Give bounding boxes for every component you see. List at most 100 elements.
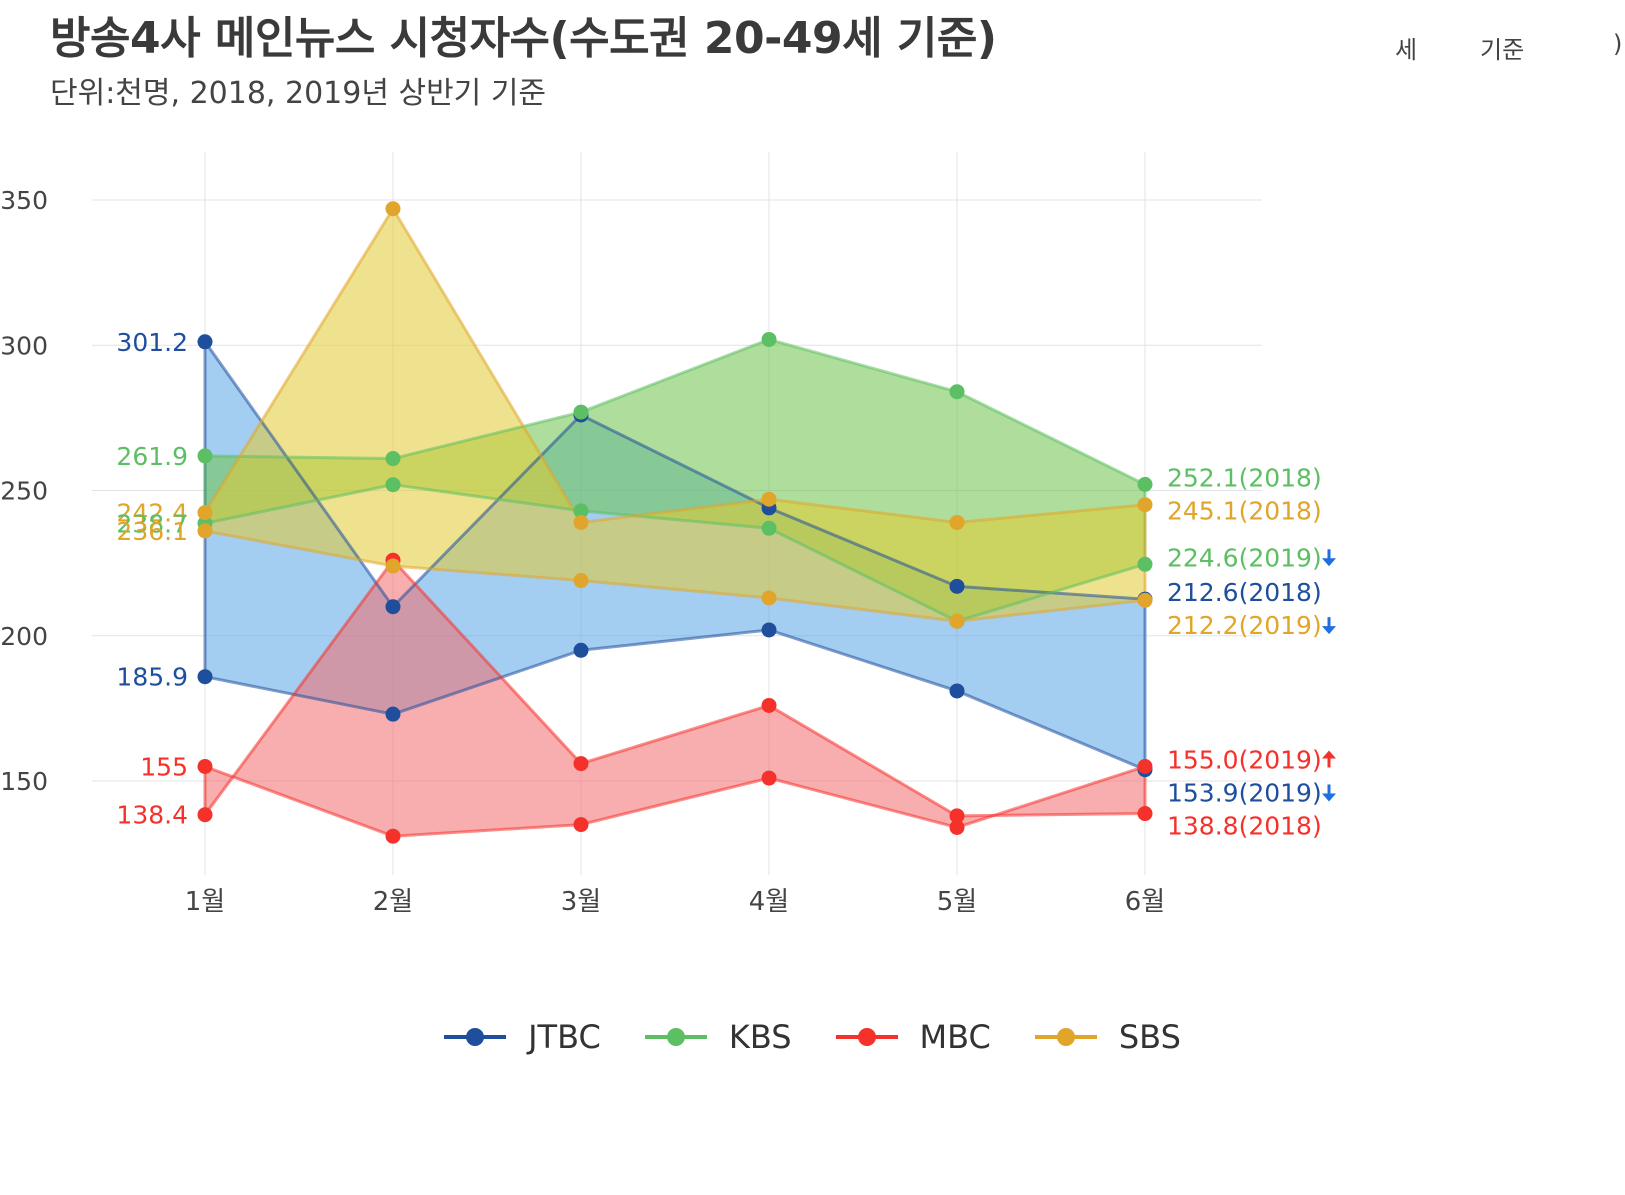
title-artifact-3: ) — [1613, 30, 1623, 58]
point-kbs — [573, 404, 589, 420]
point-mbc — [949, 819, 965, 835]
legend-swatch — [835, 1027, 898, 1047]
legend-label: JTBC — [528, 1018, 601, 1056]
legend-label: KBS — [728, 1018, 792, 1056]
point-sbs — [197, 505, 213, 521]
point-kbs — [385, 477, 401, 493]
point-mbc — [197, 758, 213, 774]
line-jtbc-2018 — [203, 340, 1146, 609]
legend-swatch-dot — [1056, 1028, 1075, 1046]
y-tick-label: 300 — [0, 331, 48, 360]
line-mbc-2019 — [204, 765, 1146, 838]
arrow-head — [1322, 626, 1336, 635]
legend-swatch — [644, 1027, 707, 1047]
value-label-left: 155 — [140, 752, 188, 781]
line-jtbc-2019 — [204, 628, 1146, 772]
point-mbc — [385, 828, 401, 844]
value-label-left: 301.2 — [116, 328, 188, 357]
point-jtbc — [197, 669, 213, 685]
x-tick-label: 3월 — [561, 887, 601, 917]
point-jtbc — [949, 683, 965, 699]
point-sbs — [949, 613, 965, 629]
x-tick-label: 2월 — [373, 887, 413, 917]
point-sbs — [573, 573, 589, 589]
point-jtbc — [761, 622, 777, 638]
chart-subtitle: 단위:천명, 2018, 2019년 상반기 기준 — [50, 76, 547, 111]
arrow-head — [1322, 558, 1336, 567]
value-label-left: 238.7 — [116, 509, 188, 538]
point-jtbc — [197, 334, 213, 350]
value-label-right: 212.6(2018) — [1167, 578, 1322, 607]
legend-label: MBC — [919, 1018, 991, 1056]
x-tick-label: 4월 — [749, 887, 789, 917]
point-jtbc — [385, 706, 401, 722]
value-label-right: 138.8(2018) — [1167, 811, 1322, 840]
legend-swatch-dot — [466, 1028, 485, 1046]
legend-item-kbs: KBS — [644, 1018, 792, 1056]
legend-item-sbs: SBS — [1034, 1018, 1181, 1056]
point-sbs — [1137, 497, 1153, 513]
line-kbs-2018 — [204, 337, 1146, 486]
value-label-left: 138.4 — [116, 801, 188, 830]
point-kbs — [761, 520, 777, 536]
trend-arrow-down-icon — [1322, 549, 1336, 567]
title-artifact-2: 기준 — [1480, 36, 1525, 64]
y-tick-label: 250 — [0, 477, 48, 506]
point-sbs — [761, 491, 777, 507]
x-tick-label: 5월 — [937, 887, 977, 917]
point-sbs — [573, 514, 589, 530]
value-label-right: 155.0(2019) — [1167, 745, 1322, 774]
point-mbc — [573, 756, 589, 772]
value-label-left: 185.9 — [116, 663, 188, 692]
y-tick-label: 350 — [0, 186, 48, 215]
legend-swatch — [1034, 1027, 1097, 1047]
line-sbs-2019 — [204, 529, 1146, 623]
point-kbs — [1137, 476, 1153, 492]
point-jtbc — [385, 599, 401, 615]
trend-arrow-up-icon — [1322, 750, 1336, 768]
point-mbc — [1137, 806, 1153, 822]
legend-item-mbc: MBC — [835, 1018, 991, 1056]
point-jtbc — [573, 642, 589, 658]
legend-label: SBS — [1118, 1018, 1181, 1056]
title-artifact-1: 세 — [1395, 36, 1418, 64]
point-kbs — [573, 503, 589, 519]
point-kbs — [949, 384, 965, 400]
chart-title: 방송4사 메인뉴스 시청자수(수도권 20-49세 기준) — [50, 13, 997, 64]
arrow-head — [1322, 793, 1336, 802]
y-tick-label: 150 — [0, 767, 48, 796]
value-label-left: 261.9 — [116, 442, 188, 471]
point-sbs — [761, 590, 777, 606]
point-kbs — [385, 451, 401, 467]
value-label-right: 245.1(2018) — [1167, 496, 1322, 525]
value-label-right: 252.1(2018) — [1167, 463, 1322, 492]
area-mbc — [205, 560, 1145, 837]
legend-swatch — [444, 1027, 507, 1047]
point-sbs — [385, 201, 401, 217]
line-sbs-2018 — [203, 207, 1146, 524]
x-tick-label: 1월 — [185, 887, 225, 917]
value-label-left: 242.4 — [116, 499, 188, 528]
point-mbc — [949, 808, 965, 824]
value-label-left: 236.1 — [116, 517, 188, 546]
point-sbs — [1137, 592, 1153, 608]
trend-arrow-down-icon — [1322, 617, 1336, 635]
point-sbs — [385, 558, 401, 574]
trend-arrow-down-icon — [1322, 784, 1336, 802]
line-kbs-2019 — [204, 483, 1146, 623]
legend-swatch-dot — [666, 1028, 685, 1046]
point-sbs — [197, 523, 213, 539]
legend-item-jtbc: JTBC — [444, 1018, 601, 1056]
arrow-head — [1322, 750, 1336, 759]
value-label-right: 224.6(2019) — [1167, 543, 1322, 572]
point-kbs — [1137, 556, 1153, 572]
y-tick-label: 200 — [0, 622, 48, 651]
point-kbs — [761, 331, 777, 347]
point-jtbc — [949, 578, 965, 594]
point-mbc — [761, 770, 777, 786]
point-sbs — [949, 514, 965, 530]
chart-legend: JTBC KBS MBC SBS — [0, 1018, 1625, 1056]
legend-swatch-dot — [857, 1028, 876, 1046]
x-tick-label: 6월 — [1125, 887, 1165, 917]
